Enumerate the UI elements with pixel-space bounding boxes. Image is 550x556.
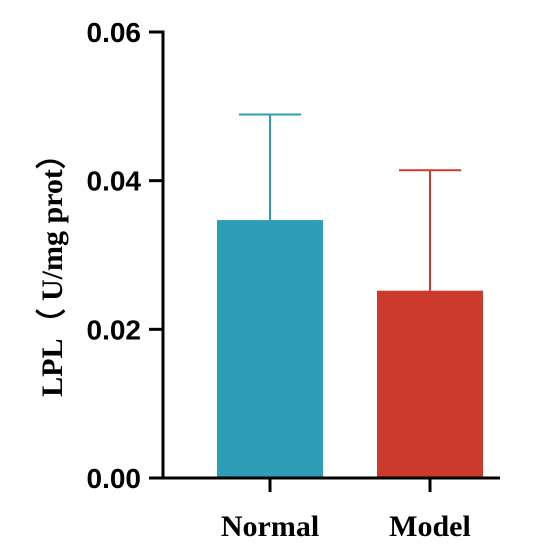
bar-normal <box>217 220 323 478</box>
y-tick-label: 0.06 <box>87 17 142 48</box>
x-tick-label-model: Model <box>389 510 471 543</box>
x-tick-label-normal: Normal <box>221 510 319 543</box>
y-tick-label: 0.00 <box>87 463 142 494</box>
y-axis-title: LPL（ U/mg prot） <box>35 139 69 397</box>
error-bars-layer <box>239 113 461 291</box>
y-ticks-layer: 0.00 0.02 0.04 0.06 <box>87 17 163 494</box>
bar-model <box>377 290 483 478</box>
y-tick-label: 0.02 <box>87 314 142 345</box>
y-tick-label: 0.04 <box>87 166 142 197</box>
bars-layer <box>217 220 483 478</box>
x-ticks-layer: Normal Model <box>221 478 471 543</box>
